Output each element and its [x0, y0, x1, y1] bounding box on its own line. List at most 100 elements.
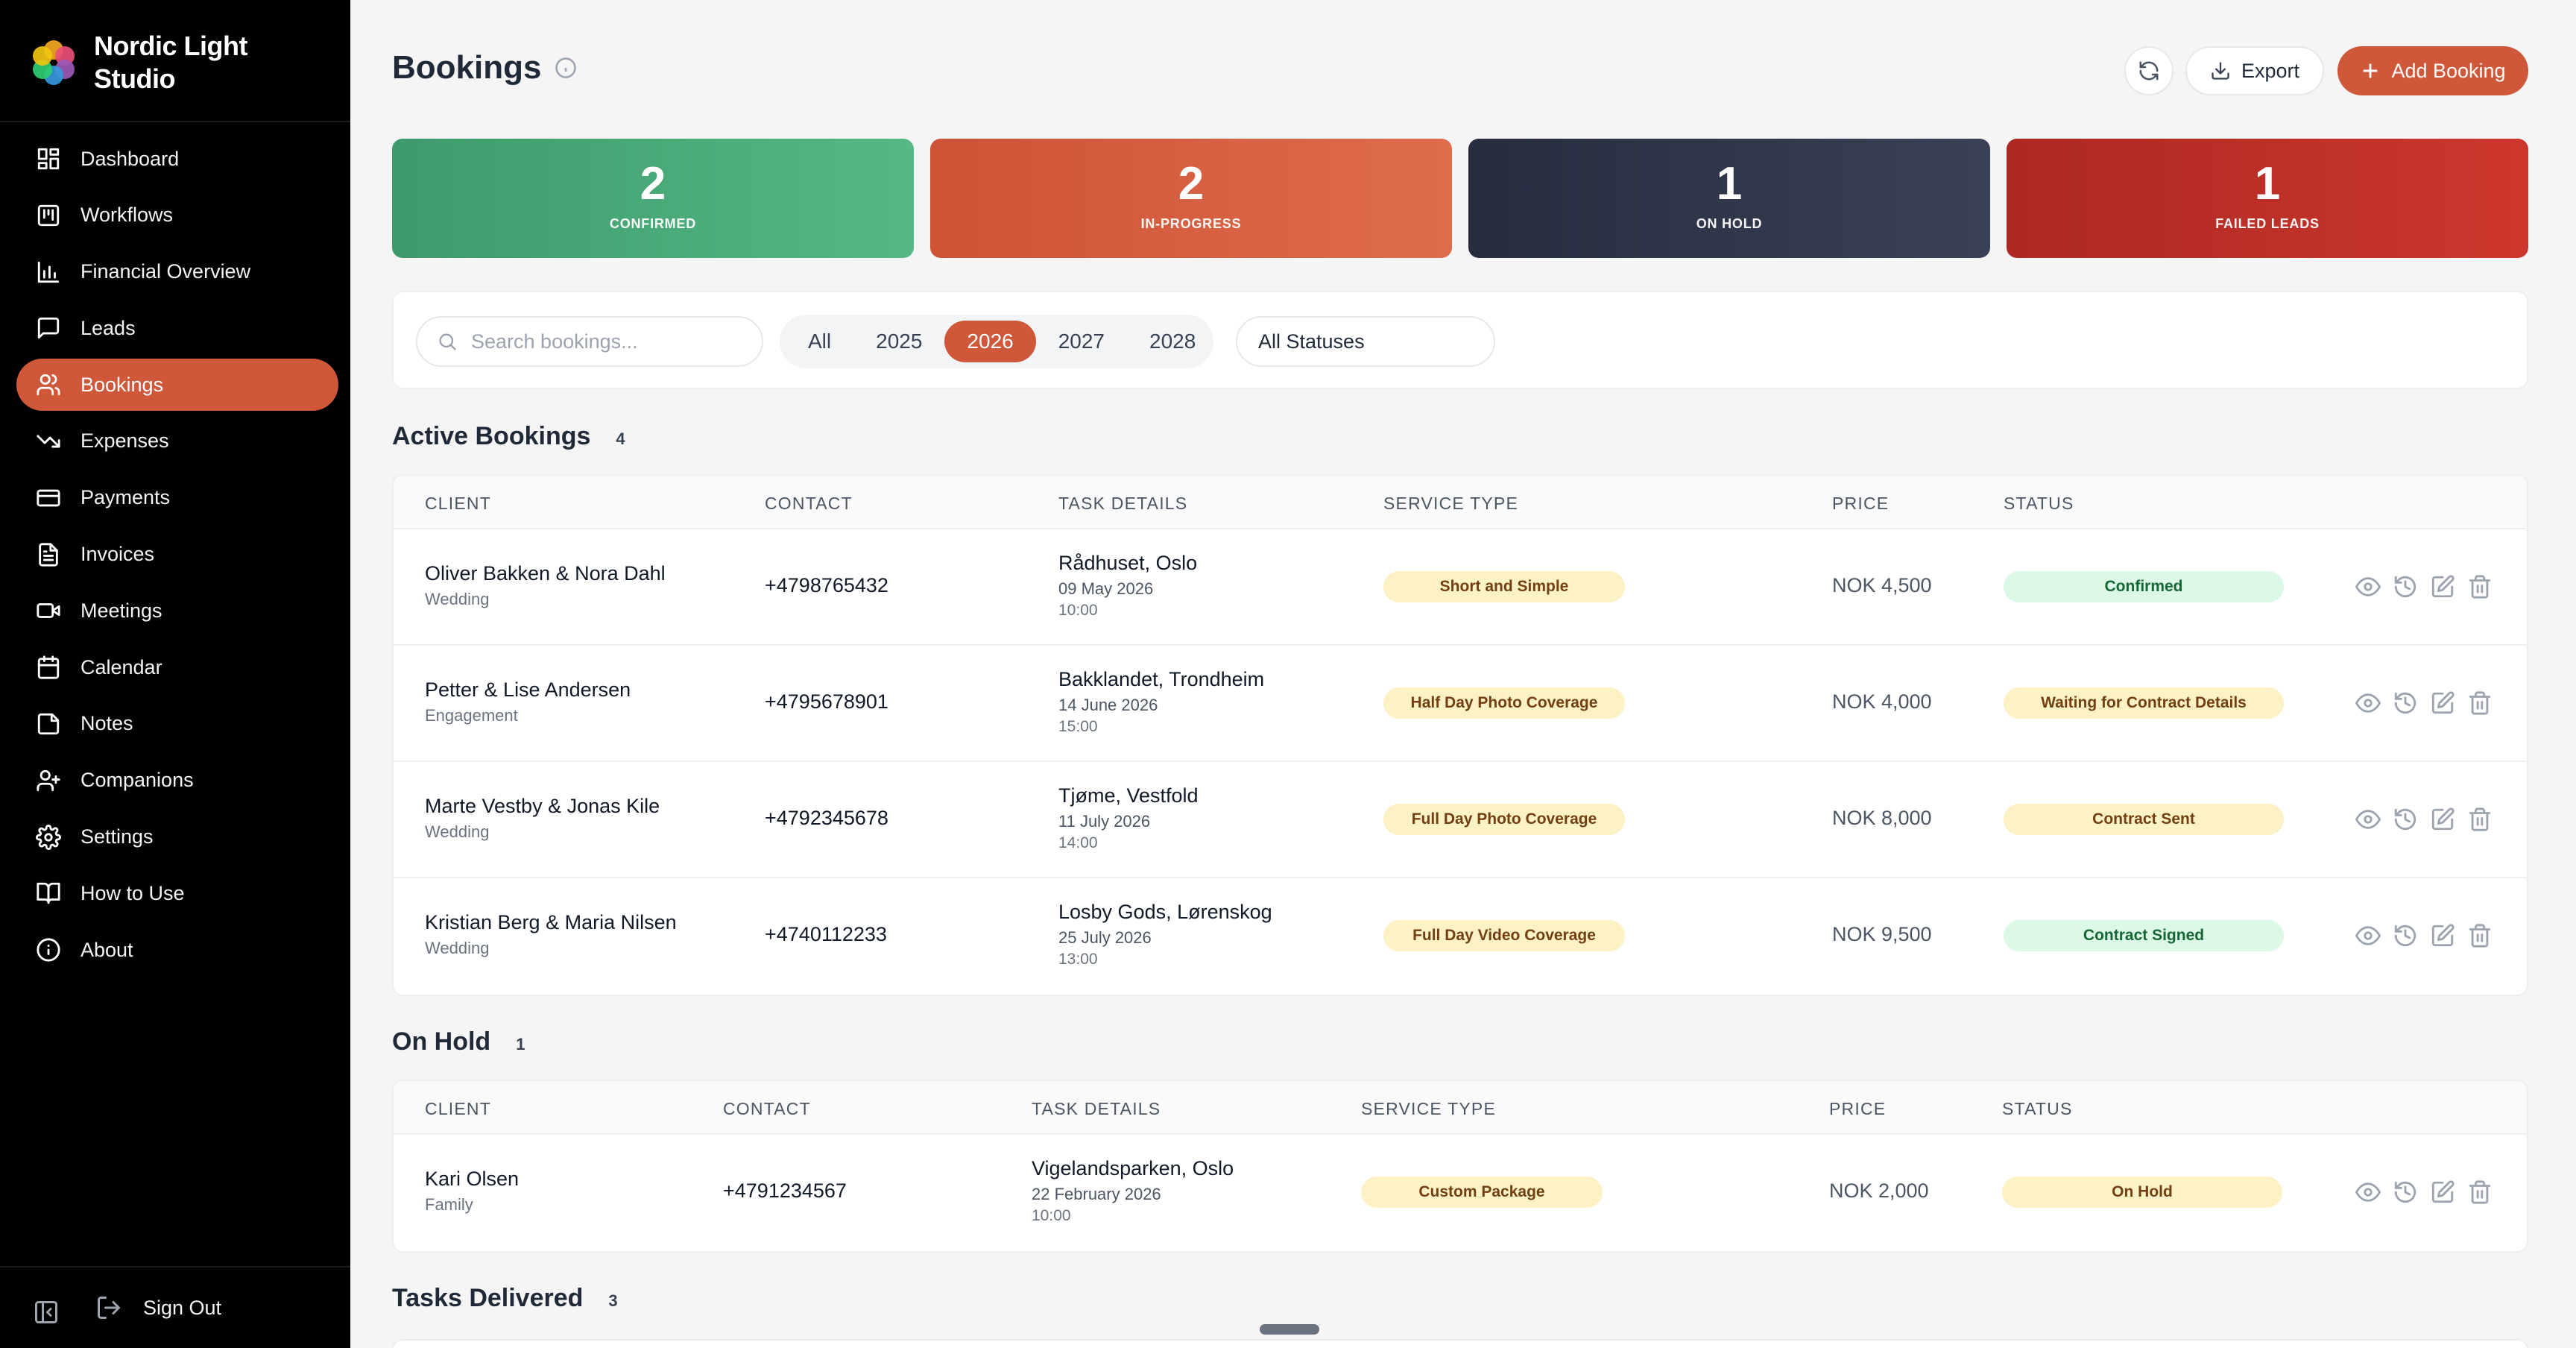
view-icon[interactable]	[2355, 1180, 2381, 1205]
client-name: Kari Olsen	[425, 1168, 520, 1190]
collapse-sidebar-button[interactable]	[33, 1299, 60, 1326]
history-icon[interactable]	[2393, 690, 2418, 716]
sidebar-item-settings[interactable]: Settings	[16, 811, 338, 863]
task-date: 25 July 2026	[1058, 928, 1152, 947]
sidebar-item-bookings[interactable]: Bookings	[16, 359, 338, 412]
client-cell: Kari Olsen Family	[425, 1168, 519, 1215]
dashboard-icon	[37, 148, 60, 170]
table-row[interactable]: Marte Vestby & Jonas Kile Wedding +47923…	[394, 762, 2527, 878]
view-icon[interactable]	[2355, 574, 2381, 599]
stat-card-failed-leads[interactable]: 1 FAILED LEADS	[2007, 139, 2528, 258]
trash-icon[interactable]	[2467, 1180, 2493, 1205]
service-type-badge: Full Day Photo Coverage	[1383, 804, 1625, 835]
main-content: Bookings Export Add Booking 2 CONFIRMED …	[350, 0, 2576, 1348]
history-icon[interactable]	[2393, 807, 2418, 832]
sidebar-item-label: Expenses	[80, 429, 169, 453]
view-icon[interactable]	[2355, 690, 2381, 716]
section-count: 3	[608, 1291, 618, 1310]
row-actions	[2355, 1180, 2493, 1205]
sidebar-item-expenses[interactable]: Expenses	[16, 415, 338, 467]
delivered-table	[392, 1339, 2528, 1348]
search-icon	[439, 333, 456, 350]
status-badge: Confirmed	[2004, 571, 2284, 602]
user-plus-icon	[37, 769, 60, 791]
sidebar-item-companions[interactable]: Companions	[16, 755, 338, 807]
sidebar-item-financial-overview[interactable]: Financial Overview	[16, 246, 338, 298]
table-row[interactable]: Oliver Bakken & Nora Dahl Wedding +47987…	[394, 529, 2527, 646]
client-name: Marte Vestby & Jonas Kile	[425, 795, 660, 817]
info-icon	[37, 938, 60, 962]
trash-icon[interactable]	[2467, 690, 2493, 716]
logo-icon	[31, 40, 76, 85]
stat-card-on-hold[interactable]: 1 ON HOLD	[1468, 139, 1990, 258]
sidebar-item-about[interactable]: About	[16, 924, 338, 976]
search-input[interactable]: Search bookings...	[416, 316, 763, 367]
edit-icon[interactable]	[2430, 1180, 2455, 1205]
history-icon[interactable]	[2393, 1180, 2418, 1205]
view-icon[interactable]	[2355, 923, 2381, 948]
sidebar-item-invoices[interactable]: Invoices	[16, 529, 338, 581]
edit-icon[interactable]	[2430, 574, 2455, 599]
sticky-note-icon	[37, 713, 60, 735]
stat-card-in-progress[interactable]: 2 IN-PROGRESS	[930, 139, 1452, 258]
year-tab-2027[interactable]: 2027	[1058, 330, 1105, 353]
scroll-handle[interactable]	[1260, 1324, 1319, 1335]
sidebar-item-payments[interactable]: Payments	[16, 472, 338, 524]
sidebar-item-leads[interactable]: Leads	[16, 302, 338, 354]
trash-icon[interactable]	[2467, 807, 2493, 832]
task-details-cell: Vigelandsparken, Oslo 22 February 2026 1…	[1032, 1157, 1234, 1225]
sidebar-item-meetings[interactable]: Meetings	[16, 585, 338, 637]
sidebar-item-calendar[interactable]: Calendar	[16, 641, 338, 693]
edit-icon[interactable]	[2430, 923, 2455, 948]
trash-icon[interactable]	[2467, 923, 2493, 948]
sidebar-item-notes[interactable]: Notes	[16, 698, 338, 750]
task-location: Losby Gods, Lørenskog	[1058, 901, 1272, 923]
stat-label: IN-PROGRESS	[1140, 216, 1242, 231]
table-row[interactable]: Kari Olsen Family +4791234567 Vigelandsp…	[394, 1135, 2527, 1251]
view-icon[interactable]	[2355, 807, 2381, 832]
stat-card-confirmed[interactable]: 2 CONFIRMED	[392, 139, 914, 258]
message-square-icon	[37, 318, 60, 339]
edit-icon[interactable]	[2430, 807, 2455, 832]
history-icon[interactable]	[2393, 574, 2418, 599]
add-booking-button[interactable]: Add Booking	[2337, 46, 2528, 95]
table-row[interactable]: Kristian Berg & Maria Nilsen Wedding +47…	[394, 878, 2527, 995]
year-tab-2028[interactable]: 2028	[1149, 330, 1196, 353]
sidebar-item-dashboard[interactable]: Dashboard	[16, 133, 338, 185]
table-row[interactable]: Petter & Lise Andersen Engagement +47956…	[394, 646, 2527, 762]
section-title-text: Tasks Delivered	[392, 1284, 584, 1312]
contact-phone: +4791234567	[723, 1180, 847, 1202]
sign-out-button[interactable]: Sign Out	[95, 1294, 221, 1321]
edit-icon[interactable]	[2430, 690, 2455, 716]
task-time: 14:00	[1058, 834, 1098, 851]
sidebar-item-label: Notes	[80, 712, 133, 735]
year-tab-2026[interactable]: 2026	[944, 321, 1036, 362]
task-time: 15:00	[1058, 718, 1098, 735]
status-filter-select[interactable]: All Statuses	[1236, 316, 1495, 367]
client-name: Oliver Bakken & Nora Dahl	[425, 562, 666, 585]
year-tab-2025[interactable]: 2025	[876, 330, 923, 353]
info-icon[interactable]	[555, 57, 577, 79]
client-type: Family	[425, 1195, 473, 1214]
sidebar-item-workflows[interactable]: Workflows	[16, 189, 338, 242]
refresh-button[interactable]	[2124, 46, 2174, 95]
section-count: 1	[516, 1035, 525, 1053]
sidebar-item-label: Leads	[80, 316, 136, 339]
client-type: Wedding	[425, 822, 490, 841]
sidebar-item-how-to-use[interactable]: How to Use	[16, 867, 338, 919]
bar-chart-icon	[37, 261, 60, 283]
kanban-icon	[37, 204, 60, 226]
stat-label: CONFIRMED	[609, 216, 697, 231]
status-badge: Contract Signed	[2004, 920, 2284, 951]
export-button[interactable]: Export	[2185, 46, 2324, 95]
trash-icon[interactable]	[2467, 574, 2493, 599]
row-actions	[2355, 923, 2493, 948]
task-date: 09 May 2026	[1058, 579, 1154, 598]
brand[interactable]: Nordic Light Studio	[31, 30, 247, 95]
history-icon[interactable]	[2393, 923, 2418, 948]
year-tab-all[interactable]: All	[808, 330, 832, 353]
table-header: CLIENT CONTACT TASK DETAILS SERVICE TYPE…	[394, 476, 2527, 529]
task-details-cell: Losby Gods, Lørenskog 25 July 2026 13:00	[1058, 901, 1272, 969]
price: NOK 4,000	[1832, 690, 1932, 713]
status-badge: Waiting for Contract Details	[2004, 687, 2284, 719]
